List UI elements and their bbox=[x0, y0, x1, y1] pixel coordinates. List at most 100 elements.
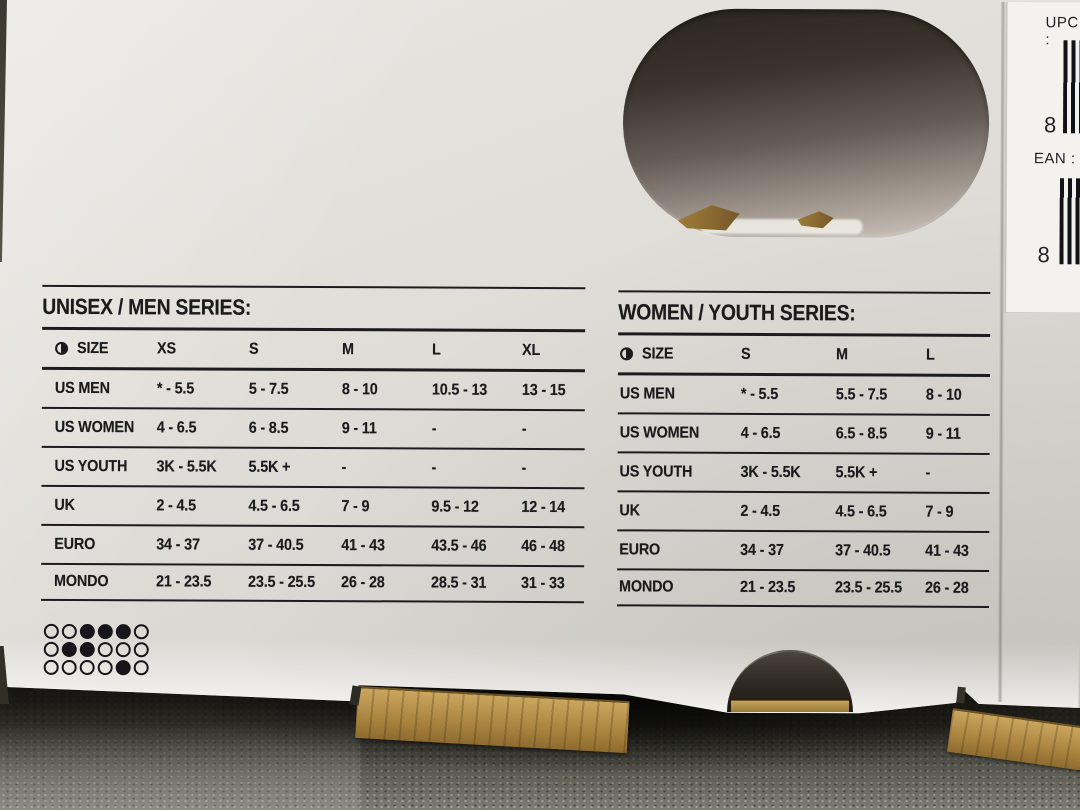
dot-filled bbox=[98, 624, 113, 639]
size-cell: 5.5K + bbox=[835, 463, 878, 481]
size-cell: 2 - 4.5 bbox=[156, 496, 197, 515]
size-cell: 2 - 4.5 bbox=[740, 502, 780, 520]
size-table-women-youth: WOMEN / YOUTH SERIES: SIZE S M L US MEN * - … bbox=[617, 290, 990, 608]
size-cell: 34 - 37 bbox=[740, 541, 784, 559]
dot-open bbox=[44, 624, 59, 639]
upc-barcode bbox=[1063, 40, 1080, 133]
size-cell: 26 - 28 bbox=[925, 579, 969, 597]
row-label: US YOUTH bbox=[54, 457, 128, 475]
table-title: WOMEN / YOUTH SERIES: bbox=[618, 290, 990, 337]
size-cell: - bbox=[431, 459, 437, 477]
column-header-l: L bbox=[432, 341, 441, 359]
dot-open bbox=[116, 642, 131, 657]
dot-filled bbox=[80, 624, 95, 639]
dot-open bbox=[134, 642, 149, 657]
dot-open bbox=[134, 660, 149, 675]
row-label: MONDO bbox=[619, 578, 674, 596]
barcode-label: UPC : 8 EAN : 8 bbox=[1004, 2, 1080, 313]
size-cell: 3K - 5.5K bbox=[156, 457, 217, 476]
column-header-s: S bbox=[249, 340, 259, 358]
size-cell: 5.5K + bbox=[248, 458, 291, 476]
table-row-us-men: US MEN * - 5.5 5 - 7.5 8 - 10 10.5 - 13 13 - … bbox=[42, 370, 585, 411]
size-cell: 3K - 5.5K bbox=[740, 463, 801, 481]
dot-filled bbox=[116, 624, 131, 639]
dot-open bbox=[98, 642, 113, 657]
size-cell: - bbox=[925, 464, 931, 482]
size-cell: - bbox=[431, 420, 437, 438]
column-header-size: SIZE bbox=[42, 339, 157, 358]
size-table-unisex-men: UNISEX / MEN SERIES: SIZE XS S M L XL US MEN *… bbox=[41, 285, 585, 603]
carpet-highlight bbox=[0, 705, 360, 810]
size-cell: 4.5 - 6.5 bbox=[248, 497, 300, 515]
column-header-xl: XL bbox=[522, 341, 541, 359]
edge-slot-right bbox=[956, 686, 966, 704]
size-cell: 23.5 - 25.5 bbox=[248, 573, 315, 592]
size-cell: * - 5.5 bbox=[740, 385, 779, 403]
carpet-sliver-bottom-left bbox=[0, 646, 9, 704]
size-cell: 9 - 11 bbox=[341, 419, 377, 437]
size-cell: 6 - 8.5 bbox=[248, 419, 289, 437]
size-cell: 4 - 6.5 bbox=[740, 424, 781, 442]
size-cell: 26 - 28 bbox=[341, 574, 385, 592]
size-cell: 43.5 - 46 bbox=[431, 537, 487, 555]
size-cell: 5.5 - 7.5 bbox=[835, 385, 888, 404]
size-cell: 41 - 43 bbox=[925, 542, 969, 560]
table-header-row: SIZE XS S M L XL bbox=[42, 330, 585, 372]
table-row-mondo: MONDO 21 - 23.5 23.5 - 25.5 26 - 28 28.5 - 3… bbox=[41, 565, 584, 603]
dot-open bbox=[44, 642, 59, 657]
table-body: US MEN * - 5.5 5 - 7.5 8 - 10 10.5 - 13 13 - … bbox=[41, 370, 585, 603]
size-cell: 31 - 33 bbox=[521, 574, 565, 593]
table-row-euro: EURO 34 - 37 37 - 40.5 41 - 43 bbox=[617, 531, 989, 572]
ean-digit: 8 bbox=[1037, 242, 1050, 268]
size-cell: 41 - 43 bbox=[341, 536, 385, 554]
table-row-mondo: MONDO 21 - 23.5 23.5 - 25.5 26 - 28 bbox=[617, 570, 989, 608]
size-cell: 6.5 - 8.5 bbox=[835, 424, 887, 443]
dot-filled bbox=[62, 642, 77, 657]
size-cell: * - 5.5 bbox=[156, 379, 195, 397]
size-cell: 9 - 11 bbox=[925, 425, 961, 443]
table-header-row: SIZE S M L bbox=[618, 335, 990, 377]
table-row-us-men: US MEN * - 5.5 5.5 - 7.5 8 - 10 bbox=[618, 375, 990, 416]
dot-filled bbox=[80, 642, 95, 657]
row-label: UK bbox=[54, 496, 75, 514]
size-cell: 4 - 6.5 bbox=[156, 418, 197, 437]
size-cell: 8 - 10 bbox=[341, 380, 378, 398]
size-cell: 8 - 10 bbox=[925, 386, 962, 404]
dot-open bbox=[44, 660, 59, 675]
dot-filled bbox=[116, 660, 131, 675]
row-label: MONDO bbox=[54, 572, 109, 591]
dot-open bbox=[134, 624, 149, 639]
size-cell: 21 - 23.5 bbox=[740, 578, 796, 597]
row-label: US YOUTH bbox=[619, 462, 693, 481]
table-row-uk: UK 2 - 4.5 4.5 - 6.5 7 - 9 bbox=[617, 492, 989, 533]
table-row-us-women: US WOMEN 4 - 6.5 6 - 8.5 9 - 11 - - bbox=[42, 409, 585, 450]
column-header-xs: XS bbox=[157, 339, 176, 357]
size-cell: - bbox=[341, 458, 347, 476]
size-cell: 23.5 - 25.5 bbox=[835, 579, 902, 597]
size-cell: 28.5 - 31 bbox=[431, 574, 487, 592]
row-label: US WOMEN bbox=[54, 418, 135, 436]
column-header-l: L bbox=[926, 346, 935, 364]
dot-open bbox=[80, 660, 95, 675]
size-cell: 7 - 9 bbox=[341, 497, 370, 515]
dot-open bbox=[62, 660, 77, 675]
size-cell: 21 - 23.5 bbox=[156, 573, 212, 591]
size-cell: - bbox=[521, 420, 527, 438]
column-header-s: S bbox=[741, 345, 751, 363]
size-cell: 10.5 - 13 bbox=[431, 381, 488, 399]
handle-cutout bbox=[623, 8, 990, 238]
table-row-uk: UK 2 - 4.5 4.5 - 6.5 7 - 9 9.5 - 12 12 - 14 bbox=[41, 487, 584, 528]
size-cell: 37 - 40.5 bbox=[248, 536, 304, 554]
table-row-us-youth: US YOUTH 3K - 5.5K 5.5K + - bbox=[617, 453, 989, 494]
dot-open bbox=[62, 624, 77, 639]
column-header-m: M bbox=[342, 340, 354, 358]
upc-digit: 8 bbox=[1044, 112, 1057, 138]
size-cell: 46 - 48 bbox=[521, 537, 565, 555]
row-label: US MEN bbox=[54, 379, 110, 397]
table-row-us-women: US WOMEN 4 - 6.5 6.5 - 8.5 9 - 11 bbox=[618, 414, 990, 455]
row-label: EURO bbox=[54, 535, 96, 553]
row-label: EURO bbox=[619, 540, 661, 559]
table-body: US MEN * - 5.5 5.5 - 7.5 8 - 10 US WOMEN 4 - … bbox=[617, 375, 990, 608]
column-header-m: M bbox=[836, 345, 848, 363]
